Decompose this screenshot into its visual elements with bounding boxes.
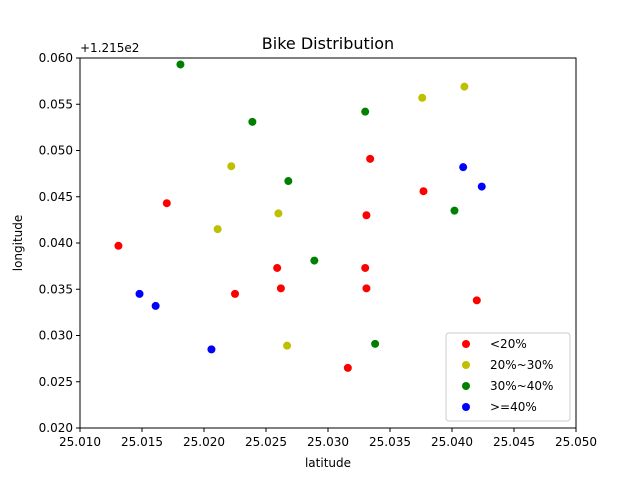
data-point-s1-5 xyxy=(460,82,469,91)
data-point-s3-0 xyxy=(135,289,144,298)
x-axis-label: latitude xyxy=(305,456,351,470)
data-point-s0-9 xyxy=(366,154,375,163)
legend-box xyxy=(445,332,571,422)
data-point-s3-4 xyxy=(477,182,486,191)
data-point-s0-2 xyxy=(231,289,239,298)
legend-label-lt20: <20% xyxy=(490,337,527,351)
x-tick-label: 25.020 xyxy=(183,435,225,449)
data-point-s2-1 xyxy=(248,117,257,126)
x-tick-label: 25.030 xyxy=(307,435,349,449)
legend-label-30-40: 30%~40% xyxy=(490,379,553,393)
data-point-s3-3 xyxy=(459,163,468,172)
x-tick-label: 25.010 xyxy=(59,435,101,449)
legend-label-20-30: 20%~30% xyxy=(490,358,553,372)
legend-label-ge40: >=40% xyxy=(490,400,537,414)
data-point-s3-2 xyxy=(207,345,216,354)
data-point-s0-6 xyxy=(361,263,370,272)
data-point-s0-3 xyxy=(273,263,282,272)
y-tick-label: 0.060 xyxy=(39,51,73,65)
x-tick-label: 25.015 xyxy=(121,435,163,449)
y-axis-label: longitude xyxy=(11,215,25,272)
data-point-s2-2 xyxy=(284,177,293,186)
x-tick-label: 25.045 xyxy=(493,435,535,449)
data-point-s2-4 xyxy=(361,107,370,116)
chart-title: Bike Distribution xyxy=(262,34,394,53)
data-point-s0-8 xyxy=(362,211,371,220)
x-tick-label: 25.035 xyxy=(369,435,411,449)
data-point-s2-6 xyxy=(450,206,459,215)
x-axis: 25.010 25.015 25.020 25.025 25.030 25.035 25.0… xyxy=(59,428,597,449)
y-tick-label: 0.035 xyxy=(39,282,73,296)
legend: <20% 20%~30% 30%~40% >=40% xyxy=(445,332,571,422)
data-point-s2-0 xyxy=(176,60,185,69)
y-tick-label: 0.040 xyxy=(39,236,73,250)
legend-marker-ge40 xyxy=(462,403,470,411)
x-tick-label: 25.050 xyxy=(555,435,597,449)
data-point-s1-3 xyxy=(283,341,292,350)
x-tick-label: 25.040 xyxy=(431,435,473,449)
data-point-s1-0 xyxy=(213,225,222,234)
legend-marker-20-30 xyxy=(462,361,470,369)
y-axis: 0.020 0.025 0.030 0.035 0.040 0.045 0.050 0.055… xyxy=(39,51,80,435)
y-tick-label: 0.050 xyxy=(39,144,73,158)
y-offset-text: +1.215e2 xyxy=(80,41,139,55)
y-tick-label: 0.045 xyxy=(39,190,73,204)
data-point-s1-1 xyxy=(227,162,236,171)
legend-marker-30-40 xyxy=(462,382,470,390)
x-tick-label: 25.025 xyxy=(245,435,287,449)
legend-marker-lt20 xyxy=(462,340,470,348)
data-point-s0-11 xyxy=(472,296,481,305)
y-tick-label: 0.025 xyxy=(39,375,73,389)
data-point-s0-0 xyxy=(114,241,123,250)
y-tick-label: 0.055 xyxy=(39,97,73,111)
data-point-s2-3 xyxy=(310,256,319,265)
data-point-s1-2 xyxy=(274,209,283,218)
data-point-s1-4 xyxy=(418,93,427,102)
y-tick-label: 0.030 xyxy=(39,329,73,343)
data-point-s0-7 xyxy=(362,284,371,293)
data-point-s0-4 xyxy=(276,284,285,293)
data-point-s3-1 xyxy=(151,301,160,310)
data-point-s0-10 xyxy=(419,187,428,196)
data-point-s2-5 xyxy=(371,339,380,348)
y-tick-label: 0.020 xyxy=(39,421,73,435)
data-point-s0-5 xyxy=(343,363,352,372)
data-point-s0-1 xyxy=(162,199,171,208)
data-points xyxy=(114,60,486,372)
